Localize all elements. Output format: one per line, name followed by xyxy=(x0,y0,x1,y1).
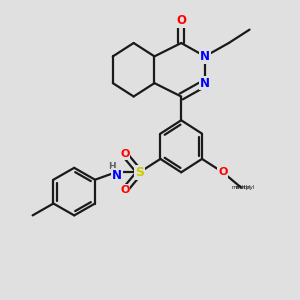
Text: H: H xyxy=(108,162,116,171)
Text: N: N xyxy=(200,50,210,63)
Text: O: O xyxy=(176,14,186,27)
Text: O: O xyxy=(120,185,129,195)
Text: O: O xyxy=(120,149,129,160)
Text: methyl: methyl xyxy=(236,185,255,190)
Text: O: O xyxy=(218,167,227,177)
Text: S: S xyxy=(135,166,144,179)
Text: N: N xyxy=(200,76,210,90)
Text: N: N xyxy=(112,169,122,182)
Text: methyl: methyl xyxy=(231,185,250,190)
